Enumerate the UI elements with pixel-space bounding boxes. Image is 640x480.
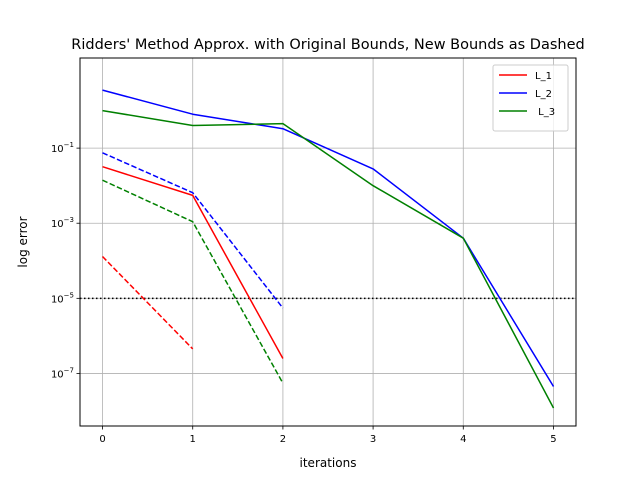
legend-label: L_1	[535, 71, 552, 82]
y-axis-label: log error	[16, 216, 30, 267]
series-line-1	[102, 89, 555, 387]
plot-frame	[79, 57, 577, 427]
x-tick-label: 5	[550, 434, 556, 445]
y-tick-exponent: −3	[64, 216, 74, 224]
y-tick-base: 10	[51, 144, 64, 155]
grid	[80, 58, 576, 426]
legend-label: L_3	[535, 107, 555, 118]
dashed-series-line-4	[102, 152, 284, 309]
dashed-series-line-3	[101, 255, 194, 350]
x-tick-label: 3	[370, 434, 376, 445]
y-tick-exponent: −5	[64, 291, 74, 299]
chart-title: Ridders' Method Approx. with Original Bo…	[71, 37, 584, 53]
series-line-2	[102, 109, 555, 409]
plot-lines	[80, 89, 576, 409]
y-tick-label: 10−7	[51, 366, 74, 380]
y-tick-label: 10−3	[51, 216, 74, 230]
y-tick-base: 10	[51, 369, 64, 380]
legend-box	[492, 64, 569, 132]
x-tick-label: 2	[280, 434, 286, 445]
x-axis-label: iterations	[300, 456, 357, 470]
y-tick-base: 10	[51, 219, 64, 230]
series-line-0	[102, 165, 284, 359]
y-tick-exponent: −1	[64, 141, 74, 149]
x-tick-label: 4	[460, 434, 466, 445]
x-tick-label: 0	[99, 434, 105, 445]
y-tick-base: 10	[51, 294, 64, 305]
y-tick-label: 10−5	[51, 291, 74, 305]
y-tick-label: 10−1	[51, 141, 74, 155]
x-tick-label: 1	[190, 434, 196, 445]
ticks: 0 1 2 3 4 510−110−310−510−7	[51, 141, 557, 445]
dashed-series-line-5	[102, 179, 284, 384]
legend: L_1 L_2 L_3	[492, 64, 569, 132]
y-tick-exponent: −7	[64, 366, 74, 374]
legend-label: L_2	[535, 89, 552, 100]
